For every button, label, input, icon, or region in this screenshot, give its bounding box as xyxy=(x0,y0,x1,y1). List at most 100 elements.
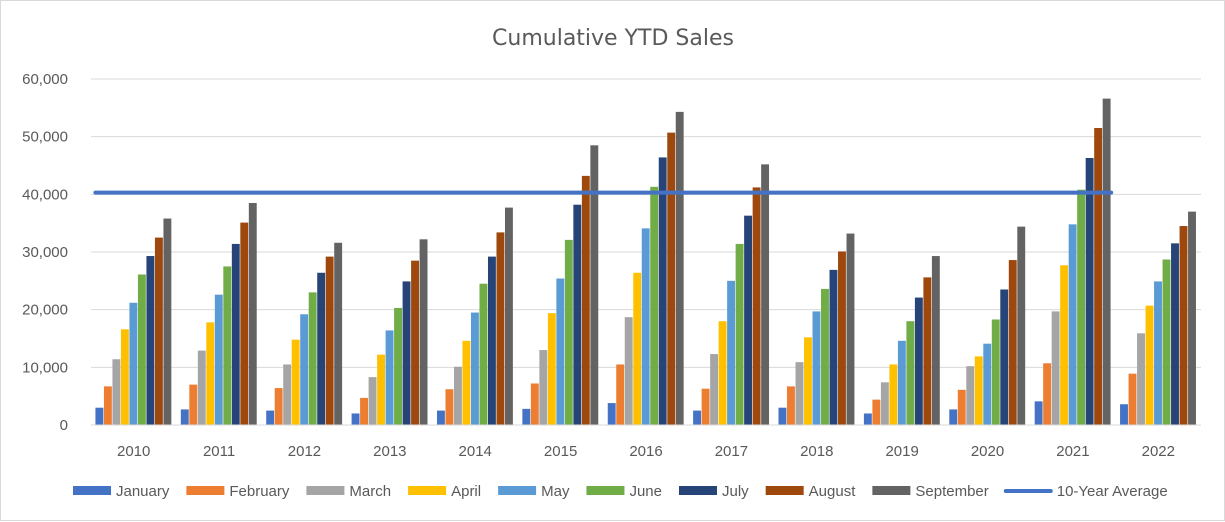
legend-swatch-september xyxy=(872,486,911,495)
bar-may-2010 xyxy=(129,302,138,425)
bar-may-2017 xyxy=(727,280,736,425)
legend-label: September xyxy=(915,483,988,500)
bar-march-2015 xyxy=(539,350,548,425)
bar-june-2017 xyxy=(735,243,744,425)
bar-may-2013 xyxy=(385,330,394,425)
legend-swatch-may xyxy=(498,486,537,495)
bar-january-2015 xyxy=(522,408,531,425)
bar-may-2015 xyxy=(556,278,565,425)
bar-august-2015 xyxy=(581,175,590,425)
bar-july-2012 xyxy=(317,272,326,425)
bar-august-2016 xyxy=(667,132,676,425)
bar-may-2020 xyxy=(983,343,992,425)
bar-february-2019 xyxy=(872,399,881,425)
x-tick-label: 2022 xyxy=(1142,443,1175,460)
bar-august-2019 xyxy=(923,277,932,425)
bar-may-2014 xyxy=(470,312,479,425)
bar-may-2016 xyxy=(641,228,650,425)
bar-march-2018 xyxy=(795,362,804,425)
bar-april-2018 xyxy=(804,337,812,425)
x-tick-label: 2010 xyxy=(117,443,150,460)
bar-february-2017 xyxy=(701,388,710,425)
bar-march-2013 xyxy=(368,377,377,425)
x-tick-label: 2019 xyxy=(885,443,918,460)
bar-june-2014 xyxy=(479,283,488,425)
chart-title: Cumulative YTD Sales xyxy=(492,26,734,51)
legend-label: August xyxy=(809,483,857,500)
bar-february-2015 xyxy=(530,383,539,425)
bar-february-2022 xyxy=(1128,373,1137,425)
bar-april-2017 xyxy=(718,321,727,425)
bar-september-2010 xyxy=(163,218,172,425)
bar-june-2019 xyxy=(906,321,915,425)
bar-april-2011 xyxy=(206,322,215,425)
bar-july-2018 xyxy=(829,269,838,425)
bar-august-2022 xyxy=(1179,226,1188,425)
legend-label: March xyxy=(349,483,391,500)
legend: January February March April May June July Augu… xyxy=(73,483,1168,500)
x-tick-label: 2015 xyxy=(544,443,577,460)
bar-april-2013 xyxy=(377,354,385,425)
bar-june-2012 xyxy=(308,292,317,425)
bar-march-2014 xyxy=(453,366,462,425)
bar-january-2021 xyxy=(1034,401,1043,425)
bar-september-2012 xyxy=(334,242,343,425)
bar-february-2016 xyxy=(616,364,625,425)
bar-january-2014 xyxy=(436,410,445,425)
bar-january-2020 xyxy=(949,409,958,425)
bar-july-2016 xyxy=(658,157,667,425)
legend-swatch-april xyxy=(408,486,447,495)
bar-may-2018 xyxy=(812,311,821,425)
legend-label: June xyxy=(629,483,662,500)
bar-june-2016 xyxy=(650,186,659,425)
bar-may-2011 xyxy=(214,294,223,425)
bar-september-2019 xyxy=(931,256,940,425)
y-tick-label: 50,000 xyxy=(22,129,68,146)
bar-may-2019 xyxy=(897,340,906,425)
bar-june-2022 xyxy=(1162,259,1171,425)
bar-march-2020 xyxy=(966,366,975,425)
y-tick-label: 10,000 xyxy=(22,359,68,376)
y-tick-label: 0 xyxy=(60,417,68,434)
bar-july-2015 xyxy=(573,204,582,425)
bar-march-2011 xyxy=(197,350,206,425)
legend-label: 10-Year Average xyxy=(1057,483,1168,500)
bar-september-2015 xyxy=(590,145,599,426)
bar-february-2014 xyxy=(445,389,454,425)
bar-february-2010 xyxy=(103,386,112,425)
legend-swatch-july xyxy=(678,486,717,495)
bar-july-2021 xyxy=(1085,158,1094,425)
bar-february-2011 xyxy=(189,384,198,425)
legend-swatch-march xyxy=(306,486,345,495)
bar-june-2010 xyxy=(137,274,146,425)
bar-january-2017 xyxy=(693,410,702,425)
bar-april-2022 xyxy=(1145,305,1154,425)
bar-september-2022 xyxy=(1188,211,1196,425)
bar-september-2016 xyxy=(675,111,684,426)
x-tick-label: 2021 xyxy=(1056,443,1089,460)
bar-january-2022 xyxy=(1120,404,1128,425)
bar-july-2013 xyxy=(402,281,411,425)
bar-september-2011 xyxy=(248,202,257,425)
x-tick-label: 2016 xyxy=(629,443,662,460)
x-tick-label: 2012 xyxy=(288,443,321,460)
y-tick-label: 30,000 xyxy=(22,244,68,261)
bar-march-2021 xyxy=(1051,311,1060,425)
bar-september-2014 xyxy=(504,207,513,425)
bar-april-2016 xyxy=(633,272,642,425)
bar-july-2010 xyxy=(146,256,155,425)
legend-swatch-june xyxy=(586,486,625,495)
legend-swatch-january xyxy=(73,486,111,495)
legend-label: February xyxy=(229,483,290,500)
bar-june-2013 xyxy=(394,307,402,425)
bars xyxy=(95,98,1196,426)
y-tick-label: 60,000 xyxy=(22,71,68,88)
bar-april-2015 xyxy=(547,313,556,425)
bar-may-2022 xyxy=(1154,281,1162,425)
bar-september-2013 xyxy=(419,239,428,425)
bar-july-2019 xyxy=(914,297,923,425)
bar-july-2022 xyxy=(1171,243,1179,425)
bar-august-2011 xyxy=(240,222,249,425)
